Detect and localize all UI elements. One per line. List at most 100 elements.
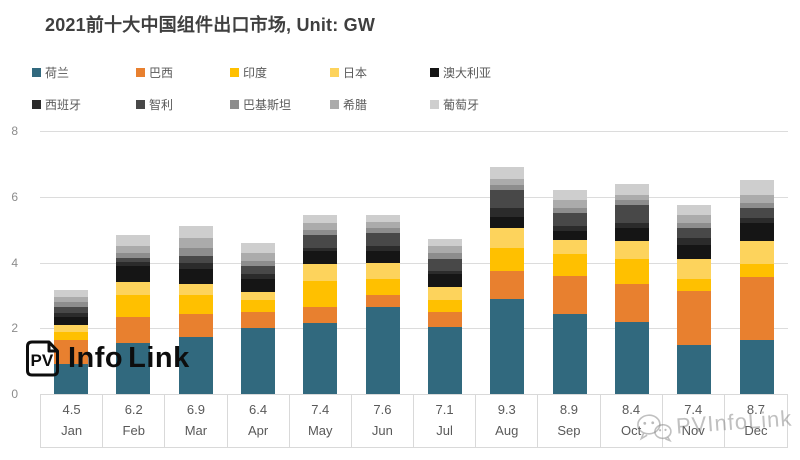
bar-segment-greece xyxy=(615,195,650,201)
bar-column-jun xyxy=(352,131,414,394)
stacked-bar-may xyxy=(303,214,338,394)
month-name-label: Mar xyxy=(184,423,208,438)
chart-title: 2021前十大中国组件出口市场, Unit: GW xyxy=(45,15,376,35)
legend-swatch-spain xyxy=(32,100,41,109)
bar-segment-greece xyxy=(178,237,213,248)
bar-column-mar xyxy=(165,131,227,394)
x-axis-cell-jun: 7.6 Jun xyxy=(352,395,414,447)
bar-segment-pakistan xyxy=(178,247,213,256)
bar-column-may xyxy=(289,131,351,394)
bar-segment-brazil xyxy=(365,295,400,307)
month-total-label: 8.7 xyxy=(746,402,765,417)
bar-segment-portugal xyxy=(365,214,400,222)
legend-label-greece: 希腊 xyxy=(343,98,368,112)
bar-segment-spain xyxy=(615,223,650,228)
bar-segment-greece xyxy=(116,246,151,253)
bar-segment-portugal xyxy=(178,226,213,238)
bar-segment-japan xyxy=(178,283,213,296)
bar-segment-portugal xyxy=(552,190,587,201)
bar-segment-pakistan xyxy=(116,252,151,258)
bar-segment-japan xyxy=(241,292,276,301)
bar-segment-japan xyxy=(677,259,712,280)
month-total-label: 7.6 xyxy=(373,402,392,417)
x-axis-cell-apr: 6.4 Apr xyxy=(228,395,290,447)
bar-segment-brazil xyxy=(241,311,276,329)
bar-segment-pakistan xyxy=(54,301,89,307)
bar-segment-portugal xyxy=(241,242,276,253)
bar-segment-japan xyxy=(365,262,400,280)
month-name-label: Jun xyxy=(371,423,393,438)
legend-item-netherlands: 荷兰 xyxy=(32,64,136,81)
bar-segment-greece xyxy=(303,223,338,230)
y-axis: 0 2 4 6 8 xyxy=(0,124,22,401)
bar-segment-chile xyxy=(241,265,276,275)
y-tick-label-6: 6 xyxy=(11,189,18,204)
legend-item-japan: 日本 xyxy=(330,64,430,81)
legend-item-pakistan: 巴基斯坦 xyxy=(230,96,330,113)
legend-label-spain: 西班牙 xyxy=(45,98,82,112)
bar-segment-brazil xyxy=(552,275,587,314)
bar-segment-australia xyxy=(677,244,712,260)
stacked-bar-feb xyxy=(116,234,151,394)
bar-segment-greece xyxy=(739,195,774,204)
bar-segment-brazil xyxy=(615,283,650,322)
bar-segment-portugal xyxy=(677,205,712,215)
bar-segment-spain xyxy=(552,226,587,232)
bar-segment-india xyxy=(739,264,774,278)
bar-segment-brazil xyxy=(677,290,712,345)
month-name-label: Nov xyxy=(681,423,705,438)
month-total-label: 6.4 xyxy=(249,402,268,417)
bar-segment-australia xyxy=(552,231,587,240)
bar-segment-japan xyxy=(303,264,338,281)
month-total-label: 7.1 xyxy=(435,402,454,417)
bar-segment-australia xyxy=(241,278,276,293)
legend-swatch-portugal xyxy=(430,100,439,109)
stacked-bar-jul xyxy=(428,239,463,394)
month-name-label: Oct xyxy=(620,423,642,438)
bar-segment-greece xyxy=(54,297,89,302)
pv-infolink-logo: PV Info Link xyxy=(24,339,190,378)
bar-segment-chile xyxy=(303,234,338,248)
bar-segment-india xyxy=(552,254,587,276)
bar-segment-chile xyxy=(615,204,650,224)
bar-segment-portugal xyxy=(54,290,89,298)
bar-segment-india xyxy=(303,280,338,307)
x-axis-cell-oct: 8.4 Oct xyxy=(601,395,663,447)
bar-segment-netherlands xyxy=(365,306,400,394)
x-axis-cell-aug: 9.3 Aug xyxy=(476,395,539,447)
legend-swatch-australia xyxy=(430,68,439,77)
bar-segment-spain xyxy=(490,208,525,217)
bar-segment-spain xyxy=(54,313,89,317)
watermark: PVInfoLink xyxy=(634,403,793,446)
legend-swatch-japan xyxy=(330,68,339,77)
bar-column-jan xyxy=(40,131,102,394)
bar-segment-netherlands xyxy=(739,339,774,394)
bar-segment-portugal xyxy=(490,167,525,179)
bar-segment-brazil xyxy=(490,270,525,299)
bar-segment-australia xyxy=(490,216,525,229)
bar-segment-portugal xyxy=(116,234,151,247)
legend-swatch-india xyxy=(230,68,239,77)
month-total-label: 6.9 xyxy=(186,402,205,417)
bar-column-nov xyxy=(663,131,725,394)
bar-segment-spain xyxy=(365,246,400,252)
bar-segment-australia xyxy=(428,273,463,288)
gridline-2 xyxy=(40,328,788,330)
gridline-8 xyxy=(40,131,788,132)
bar-segment-portugal xyxy=(615,183,650,196)
bar-segment-chile xyxy=(552,213,587,227)
bar-segment-netherlands xyxy=(552,313,587,394)
bar-segment-india xyxy=(615,259,650,284)
x-axis-cell-jul: 7.1 Jul xyxy=(414,395,477,447)
legend-item-australia: 澳大利亚 xyxy=(430,64,592,81)
legend-label-chile: 智利 xyxy=(149,98,174,112)
bar-segment-japan xyxy=(490,228,525,248)
bar-column-oct xyxy=(601,131,663,394)
gridline-6 xyxy=(40,196,788,198)
month-total-label: 7.4 xyxy=(311,402,330,417)
month-total-label: 8.4 xyxy=(622,402,641,417)
bar-segment-australia xyxy=(365,251,400,263)
bar-segment-chile xyxy=(428,259,463,271)
bar-segment-pakistan xyxy=(490,185,525,191)
legend-label-pakistan: 巴基斯坦 xyxy=(243,98,292,112)
